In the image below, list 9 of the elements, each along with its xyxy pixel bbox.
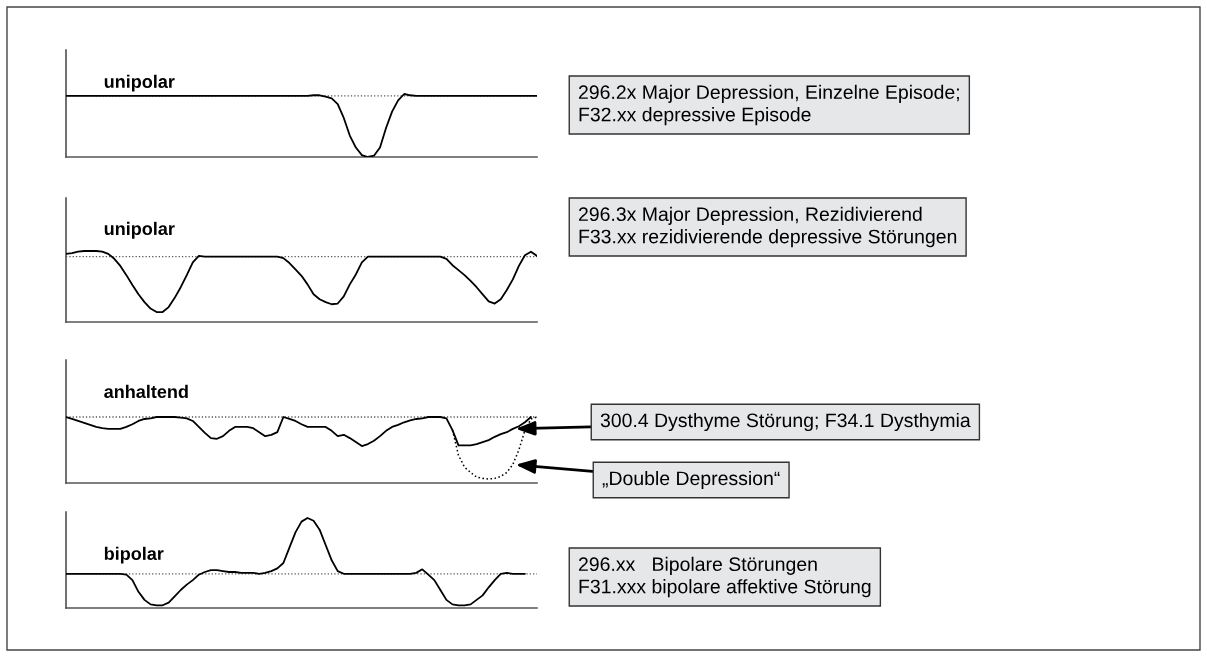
text: 296.xx Bipolare Störungen F31.xxx bipolare affektive Störung bbox=[578, 556, 871, 598]
text: bipolar bbox=[104, 546, 164, 564]
text: 300.4 Dysthyme Störung; F34.1 Dysthymia bbox=[600, 412, 971, 432]
text: 296.2x Major Depression, Einzelne Episode; F32.xx depressive Episode bbox=[578, 84, 959, 126]
text: „Double Depression“ bbox=[602, 470, 780, 490]
chart-title: anhaltend bbox=[104, 384, 188, 399]
chart-title: unipolar bbox=[104, 74, 175, 92]
text: 296.3x Major Depression, Rezidivierend F33.xx rezidivierende depressive Störungen bbox=[578, 206, 957, 248]
chart-title: unipolar bbox=[104, 221, 175, 239]
